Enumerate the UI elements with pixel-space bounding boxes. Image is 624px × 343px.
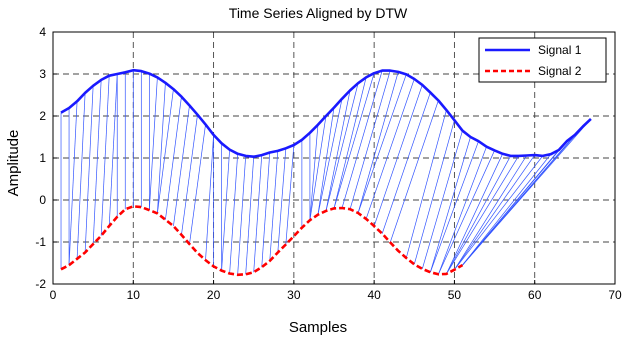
alignment-line [438, 146, 487, 275]
y-tick-label: 1 [39, 151, 46, 165]
alignment-line [462, 154, 552, 266]
alignment-line [68, 101, 78, 266]
legend: Signal 1 Signal 2 [478, 37, 607, 83]
alignment-line [173, 105, 190, 227]
alignment-line [309, 124, 319, 221]
alignment-line [84, 85, 94, 253]
alignment-line [277, 148, 287, 253]
ticks: 0 10 20 30 40 50 60 70 -2 -1 0 1 2 3 4 [35, 25, 622, 302]
alignment-line [421, 130, 463, 269]
alignment-line [108, 73, 118, 227]
x-tick-label: 30 [287, 288, 301, 302]
alignment-line [454, 155, 544, 270]
y-axis-title: Amplitude [5, 130, 22, 197]
alignment-line [454, 155, 527, 270]
series-layer [60, 68, 592, 277]
x-tick-label: 50 [448, 288, 462, 302]
alignment-line [438, 150, 495, 275]
y-tick-label: 2 [39, 109, 46, 123]
alignment-line [462, 118, 592, 266]
alignment-line [405, 110, 447, 259]
alignment-line [92, 79, 102, 245]
alignment-line [181, 114, 198, 235]
alignment-line [357, 71, 399, 214]
alignment-line [245, 156, 255, 275]
alignment-line [381, 92, 431, 234]
alignment-line [333, 73, 375, 209]
alignment-line [446, 153, 503, 275]
alignment-line [261, 152, 271, 268]
y-tick-label: -1 [35, 235, 46, 249]
alignment-line [430, 141, 479, 273]
x-axis-title: Samples [289, 319, 347, 336]
series-line-1 [60, 68, 592, 158]
alignment-line [309, 115, 327, 221]
alignment-line [157, 82, 166, 214]
chart-title: Time Series Aligned by DTW [229, 5, 408, 21]
x-tick-label: 70 [608, 288, 622, 302]
x-tick-label: 0 [50, 288, 57, 302]
alignment-line [148, 77, 158, 211]
x-tick-label: 40 [367, 288, 381, 302]
x-tick-label: 10 [127, 288, 141, 302]
alignment-line [446, 155, 519, 275]
alignment-line [325, 83, 359, 212]
y-tick-label: 4 [39, 25, 46, 39]
alignment-line [349, 70, 391, 210]
alignment-line [253, 155, 263, 273]
alignment-line [413, 120, 455, 265]
y-tick-label: -2 [35, 277, 46, 291]
alignment-line [446, 155, 511, 275]
alignment-line [189, 124, 206, 245]
alignment-line [365, 78, 415, 220]
alignment-line [357, 74, 407, 214]
alignment-line [317, 98, 343, 215]
alignment-line [205, 134, 214, 261]
alignment-line [341, 70, 383, 209]
alignment-line [333, 77, 367, 209]
legend-label-signal-2: Signal 2 [538, 64, 582, 78]
alignment-line [237, 155, 247, 275]
alignment-line [430, 136, 471, 273]
alignment-line [229, 153, 239, 274]
alignment-lines [60, 70, 592, 275]
alignment-line [100, 75, 110, 236]
y-tick-label: 3 [39, 67, 46, 81]
series-line-2 [60, 205, 464, 277]
legend-box [478, 37, 607, 83]
alignment-line [454, 154, 536, 270]
x-tick-label: 60 [528, 288, 542, 302]
alignment-line [373, 84, 423, 227]
alignment-line [285, 144, 295, 245]
alignment-line [325, 90, 351, 211]
alignment-line [389, 100, 439, 243]
alignment-line [269, 150, 279, 261]
legend-label-signal-1: Signal 1 [538, 43, 582, 57]
alignment-line [165, 96, 182, 220]
alignment-line [317, 107, 335, 215]
alignment-line [157, 89, 174, 214]
y-tick-label: 0 [39, 193, 46, 207]
alignment-line [76, 92, 86, 259]
x-tick-label: 20 [207, 288, 221, 302]
alignment-line [221, 149, 230, 271]
